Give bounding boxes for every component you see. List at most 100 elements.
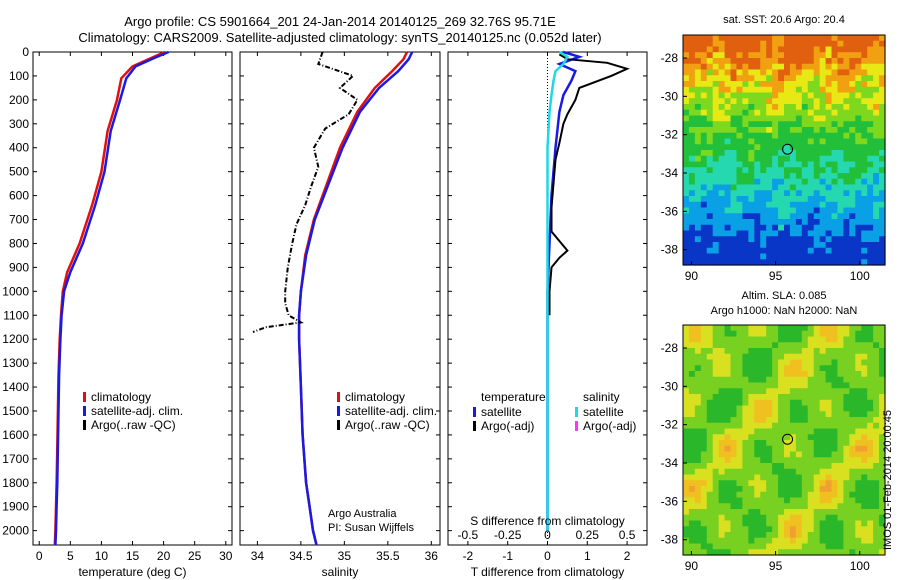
sla-cell	[706, 468, 714, 476]
sst-cell	[748, 144, 755, 151]
sst-cell	[706, 259, 714, 266]
sst-cell	[778, 75, 785, 82]
sst-cell	[795, 63, 803, 71]
sla-cell	[724, 434, 732, 441]
sla-cell	[855, 411, 862, 418]
sst-cell	[849, 46, 856, 53]
sla-cell	[879, 325, 886, 332]
sst-cell	[700, 242, 708, 249]
sst-cell	[825, 144, 833, 151]
sst-cell	[789, 259, 797, 266]
sla-cell	[879, 480, 886, 487]
sst-cell	[861, 207, 868, 214]
temperature-xtick-label: 10	[95, 549, 109, 563]
sla-cell	[730, 428, 738, 435]
sst-cell	[778, 173, 785, 180]
sla-cell	[813, 376, 821, 384]
sla-cell	[861, 359, 868, 366]
sst-cell	[683, 144, 690, 151]
sla-cell	[807, 514, 815, 522]
sst-cell	[766, 242, 773, 249]
sla-cell	[867, 394, 874, 401]
sla-cell	[742, 440, 749, 447]
sst-cell	[873, 242, 880, 249]
sst-cell	[742, 132, 749, 140]
sla-cell	[718, 468, 726, 476]
sst-cell	[873, 201, 880, 209]
temperature-ytick-label: 800	[9, 236, 29, 250]
sst-cell	[855, 161, 862, 168]
sst-cell	[831, 98, 839, 105]
sla-cell	[688, 371, 696, 378]
sst-cell	[801, 63, 809, 71]
sst-cell	[861, 69, 868, 76]
sla-cell	[807, 371, 815, 378]
sst-cell	[718, 98, 726, 105]
sst-cell	[861, 161, 868, 168]
sst-cell	[724, 201, 732, 209]
sla-cell	[694, 342, 702, 349]
sla-cell	[861, 537, 868, 545]
sst-cell	[700, 109, 708, 117]
sla-cell	[843, 428, 850, 435]
sla-cell	[873, 451, 880, 458]
sst-cell	[760, 58, 767, 65]
sst-cell	[867, 115, 874, 122]
sst-cell	[855, 155, 862, 163]
sst-cell	[683, 213, 690, 220]
sla-cell	[819, 353, 827, 361]
sla-cell	[825, 365, 833, 372]
sla-cell	[795, 399, 803, 407]
sst-cell	[754, 92, 761, 99]
sst-cell	[688, 247, 696, 255]
sst-cell	[795, 213, 803, 220]
sla-cell	[837, 353, 845, 361]
sla-cell	[742, 371, 749, 378]
sla-cell	[748, 411, 755, 418]
sla-cell	[879, 440, 886, 447]
sst-cell	[748, 236, 755, 243]
sst-cell	[778, 161, 785, 168]
sla-cell	[873, 514, 880, 522]
sla-cell	[784, 445, 791, 453]
sst-cell	[706, 46, 714, 53]
sla-cell	[801, 417, 809, 424]
sst-cell	[855, 58, 862, 65]
sla-cell	[742, 399, 749, 407]
sla-cell	[724, 411, 732, 418]
sla-cell	[873, 365, 880, 372]
sla-cell	[760, 348, 767, 355]
sla-cell	[683, 365, 690, 372]
sla-cell	[730, 503, 738, 510]
sst-cell	[754, 52, 761, 59]
sla-cell	[784, 353, 791, 361]
sst-cell	[784, 201, 791, 209]
sst-cell	[772, 167, 779, 174]
sla-cell	[879, 336, 886, 343]
sst-cell	[813, 138, 821, 145]
sla-cell	[760, 445, 767, 453]
sst-cell	[736, 86, 744, 94]
sla-cell	[849, 376, 856, 384]
sst-cell	[825, 230, 833, 237]
sst-cell	[766, 173, 773, 180]
sst-cell	[855, 75, 862, 82]
sla-cell	[789, 382, 797, 389]
sst-cell	[867, 40, 874, 48]
sla-cell	[712, 463, 720, 470]
sla-cell	[772, 514, 779, 522]
sst-cell	[760, 132, 767, 140]
sst-cell	[861, 253, 868, 260]
sst-cell	[867, 207, 874, 214]
sst-cell	[795, 35, 803, 42]
sst-cell	[849, 190, 856, 197]
sla-cell	[843, 399, 850, 407]
sla-cell	[861, 336, 868, 343]
sla-cell	[849, 348, 856, 355]
sla-cell	[861, 457, 868, 464]
sla-cell	[861, 399, 868, 407]
sla-cell	[807, 474, 815, 481]
sla-cell	[784, 365, 791, 372]
sst-cell	[772, 63, 779, 71]
sst-cell	[861, 75, 868, 82]
